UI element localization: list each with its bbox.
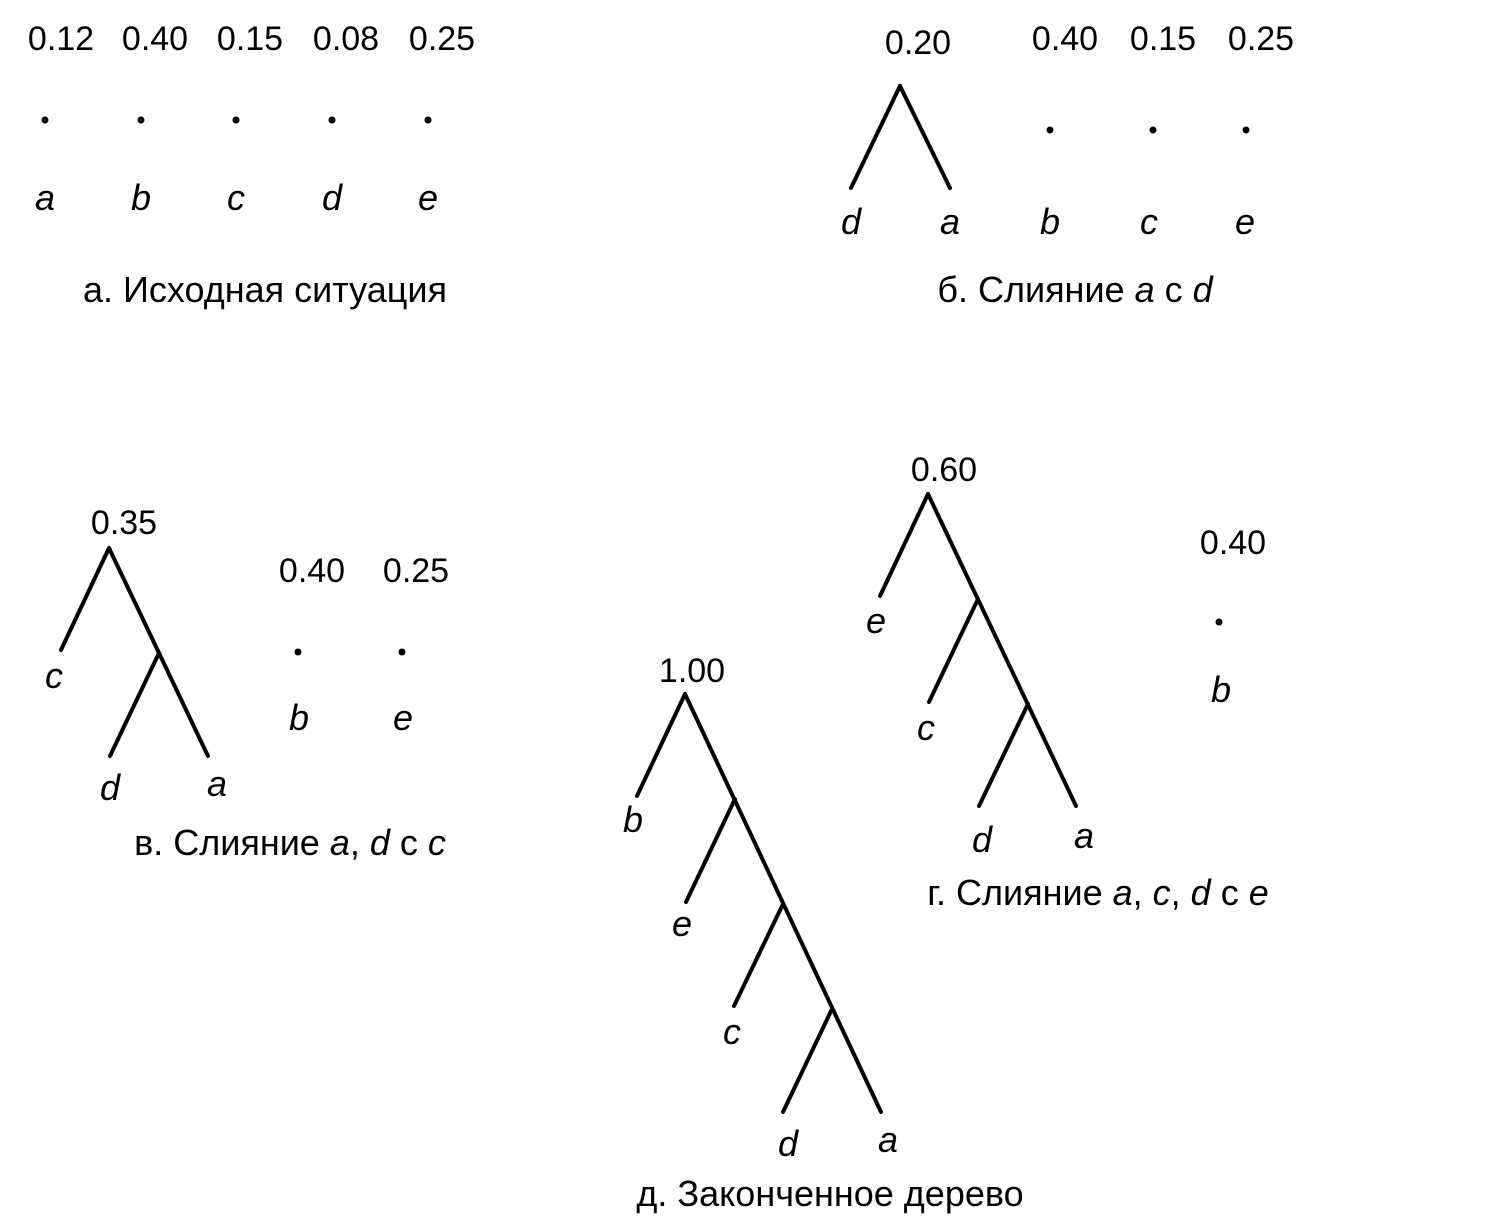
tree-edge <box>635 692 687 798</box>
weight-label: 0.40 <box>122 20 188 58</box>
leaf-node <box>424 116 432 124</box>
leaf-node <box>1242 126 1250 134</box>
leaf-label: d <box>841 201 862 242</box>
panel-caption: а. Исходная ситуация <box>83 269 447 310</box>
weight-label: 0.40 <box>1200 524 1266 562</box>
leaf-label: b <box>131 177 151 218</box>
panel-b-merge-a-d: 0.20 d a 0.40 0.15 0.25 b c e б. Слияние… <box>841 20 1294 310</box>
leaf-label: a <box>35 177 55 218</box>
leaf-label: e <box>1235 201 1255 242</box>
leaf-label: a <box>878 1119 898 1160</box>
weight-label: 0.25 <box>409 20 475 58</box>
tree-weight-label: 0.35 <box>91 504 157 542</box>
leaf-node <box>398 648 406 656</box>
leaf-label: d <box>322 177 343 218</box>
weight-label: 0.40 <box>1032 20 1098 58</box>
leaf-node <box>41 116 49 124</box>
weight-label: 0.15 <box>1130 20 1196 58</box>
tree-edge <box>926 492 1078 808</box>
leaf-label: e <box>866 600 886 641</box>
panel-d-finished-tree: 1.00 b e c d a д. Законченное дерево <box>623 652 1024 1214</box>
leaf-label: a <box>940 201 960 242</box>
tree-edge <box>781 1007 834 1114</box>
leaf-label: d <box>100 767 121 808</box>
leaf-label: e <box>393 697 413 738</box>
panel-a-initial: 0.12 0.40 0.15 0.08 0.25 a b c d e а. Ис… <box>28 20 475 310</box>
leaf-node <box>1215 618 1223 626</box>
leaf-label: d <box>972 819 993 860</box>
weight-label: 0.15 <box>217 20 283 58</box>
tree-weight-label: 0.60 <box>911 451 977 489</box>
panel-v-merge-ad-c: 0.35 c d a 0.40 0.25 b e в. Слияние a, d… <box>45 504 449 863</box>
leaf-label: e <box>418 177 438 218</box>
tree-edge <box>732 902 785 1008</box>
tree-edge <box>878 492 930 598</box>
leaf-label: b <box>1040 201 1060 242</box>
panel-caption: д. Законченное дерево <box>636 1173 1023 1214</box>
panel-g-merge-acd-e: 0.60 e c d a 0.40 b г. Слияние a, c, d с… <box>866 451 1269 913</box>
weight-label: 0.08 <box>313 20 379 58</box>
leaf-label: e <box>672 903 692 944</box>
leaf-node <box>294 648 302 656</box>
tree-edge <box>898 84 952 190</box>
leaf-node <box>232 116 240 124</box>
leaf-label: b <box>289 697 309 738</box>
leaf-label: c <box>227 177 245 218</box>
leaf-label: a <box>1074 815 1094 856</box>
leaf-label: b <box>1211 669 1231 710</box>
tree-edge <box>108 651 161 758</box>
leaf-label: c <box>45 655 63 696</box>
tree-edge <box>927 597 980 704</box>
tree-weight-label: 0.20 <box>885 24 951 62</box>
leaf-node <box>1046 126 1054 134</box>
weight-label: 0.25 <box>1228 20 1294 58</box>
panel-caption: в. Слияние a, d с c <box>134 822 446 863</box>
weight-label: 0.12 <box>28 20 94 58</box>
leaf-label: b <box>623 799 643 840</box>
panel-caption: г. Слияние a, c, d с e <box>927 872 1269 913</box>
tree-edge <box>977 702 1030 808</box>
tree-weight-label: 1.00 <box>659 652 725 690</box>
weight-label: 0.40 <box>279 552 345 590</box>
panel-caption: б. Слияние a с d <box>937 269 1213 310</box>
leaf-label: c <box>917 707 935 748</box>
leaf-node <box>1149 126 1157 134</box>
leaf-node <box>328 116 336 124</box>
weight-label: 0.25 <box>383 552 449 590</box>
leaf-node <box>137 116 145 124</box>
tree-edge <box>849 84 902 190</box>
leaf-label: a <box>207 763 227 804</box>
tree-edge <box>59 546 111 652</box>
leaf-label: c <box>1140 201 1158 242</box>
leaf-label: c <box>723 1011 741 1052</box>
tree-edge <box>684 797 737 904</box>
leaf-label: d <box>778 1123 799 1164</box>
